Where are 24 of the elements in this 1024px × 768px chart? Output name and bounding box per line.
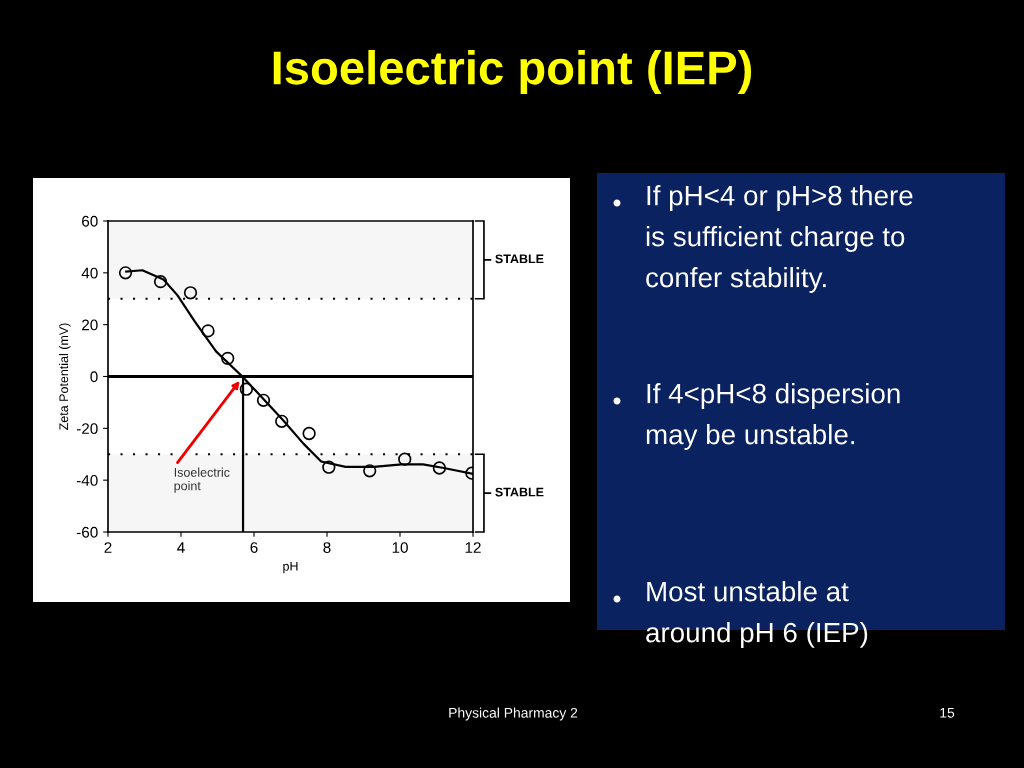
band-label: STABLE bbox=[495, 254, 544, 264]
chart-title: Isoelectric point (IEP) bbox=[273, 49, 752, 95]
x-tick-label: 12 bbox=[465, 542, 481, 553]
y-tick-label: 0 bbox=[90, 371, 98, 383]
x-axis-title: pH bbox=[283, 561, 298, 574]
y-tick-label: -60 bbox=[76, 526, 98, 538]
annotation: Isoelectric point bbox=[174, 467, 230, 493]
y-axis-title: Zeta Potential (mV) bbox=[58, 323, 71, 430]
x-tick-label: 8 bbox=[323, 542, 331, 553]
y-tick-label: -20 bbox=[76, 423, 98, 435]
y-tick-label: 20 bbox=[82, 319, 98, 331]
x-tick-label: 10 bbox=[392, 542, 408, 553]
text: If pH<4 or pH>8 there is sufficient charge to confer stability. bbox=[646, 185, 913, 293]
text: If 4<pH<8 dispersion may be unstable. bbox=[646, 383, 900, 450]
x-tick-label: 2 bbox=[104, 542, 112, 553]
text: 15 bbox=[940, 708, 955, 718]
text: Physical Pharmacy 2 bbox=[449, 707, 578, 721]
y-tick-label: 40 bbox=[81, 267, 98, 279]
y-tick-label: 60 bbox=[82, 215, 98, 227]
x-tick-label: 4 bbox=[177, 542, 185, 553]
band-label: STABLE bbox=[495, 487, 544, 497]
x-tick-label: 6 bbox=[250, 542, 258, 553]
y-tick-label: -40 bbox=[76, 475, 98, 486]
text: Most unstable at around pH 6 (IEP) bbox=[646, 581, 868, 648]
